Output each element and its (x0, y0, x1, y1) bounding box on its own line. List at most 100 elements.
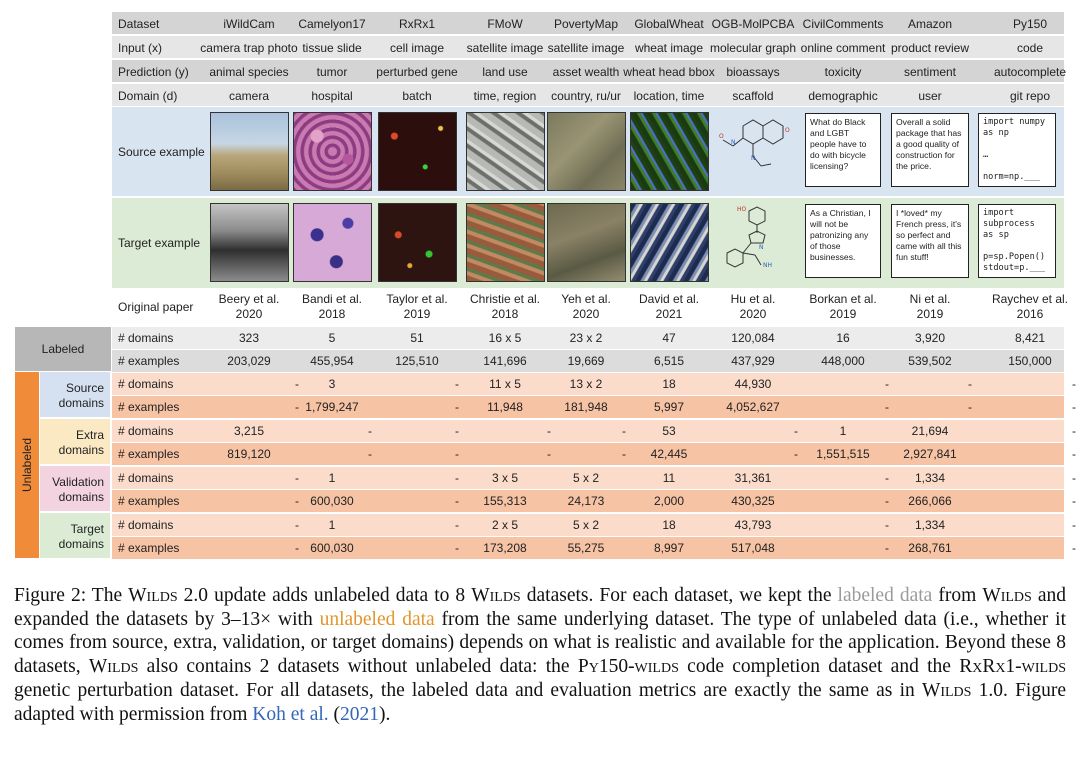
stats-cell: 53 (662, 424, 676, 438)
stats-row-label: # domains (118, 377, 174, 391)
stats-cell: - (794, 424, 798, 438)
stats-cell: 44,930 (734, 377, 772, 391)
caption-text: ( (328, 703, 341, 725)
stats-cell: 125,510 (395, 354, 439, 368)
stats-cell: 21,694 (911, 424, 949, 438)
target-example-image (293, 203, 372, 282)
source-example-image (378, 112, 457, 191)
stats-cell: 16 (836, 331, 850, 345)
stats-cell: 1,799,247 (305, 400, 359, 414)
target-comment-box: As a Christian, I will not be patronizin… (805, 204, 881, 278)
stats-cell: 268,761 (908, 541, 952, 555)
stats-cell: 8,997 (653, 541, 685, 555)
header-cell: RxRx1 (398, 17, 435, 31)
stats-cell: - (1072, 447, 1076, 461)
stats-cell: - (968, 377, 972, 391)
stats-cell: 18 (662, 518, 676, 532)
stats-cell: - (622, 447, 626, 461)
header-cell: user (918, 89, 942, 103)
paper-cell: 2020 (739, 307, 767, 321)
stats-cell: 539,502 (908, 354, 952, 368)
header-cell: satellite image (547, 41, 625, 55)
stats-cell: - (1072, 471, 1076, 485)
header-cell: satellite image (466, 41, 544, 55)
caption-text: ). (379, 703, 391, 725)
stats-cell: 2,000 (653, 494, 685, 508)
header-row-label: Dataset (118, 17, 160, 31)
paper-cell: Hu et al. (730, 292, 776, 306)
header-cell: asset wealth (552, 65, 620, 79)
stats-row-band (112, 420, 1064, 442)
header-row-label: Input (x) (118, 41, 163, 55)
stats-cell: - (295, 494, 299, 508)
svg-text:N: N (759, 244, 764, 251)
paper-cell: Bandi et al. (301, 292, 363, 306)
source-code-box: import numpy as np … norm=np.___ (978, 113, 1056, 187)
stats-row-label: # examples (118, 541, 180, 555)
paper-cell: David et al. (638, 292, 700, 306)
stats-cell: 181,948 (564, 400, 608, 414)
stats-cell: 55,275 (567, 541, 605, 555)
caption-wilds: Wilds (128, 585, 178, 606)
svg-text:O: O (785, 127, 790, 134)
header-cell: hospital (311, 89, 353, 103)
stats-cell: - (455, 471, 459, 485)
extra-side-label-1: Extra (75, 428, 104, 442)
stats-row-band (112, 373, 1064, 395)
stats-row-label: # examples (118, 354, 180, 368)
header-cell: demographic (808, 89, 878, 103)
paper-cell: 2019 (403, 307, 431, 321)
stats-cell: - (1072, 541, 1076, 555)
target-example-image (378, 203, 457, 282)
stats-cell: - (295, 377, 299, 391)
stats-cell: - (455, 424, 459, 438)
caption-text: datasets. For each dataset, we kept the (520, 585, 838, 606)
source-example-image (293, 112, 372, 191)
stats-cell: - (1072, 400, 1076, 414)
source-side-label-2: domains (58, 396, 104, 410)
caption-unlabeled-data: unlabeled data (319, 608, 435, 630)
stats-cell: 600,030 (310, 541, 354, 555)
paper-cell: 2016 (1016, 307, 1044, 321)
stats-cell: 448,000 (821, 354, 865, 368)
stats-cell: 150,000 (1008, 354, 1052, 368)
caption-rxrx1: RxRx1-wilds (959, 656, 1067, 678)
stats-row-label: # domains (118, 471, 174, 485)
stats-row-band (112, 467, 1064, 489)
stats-cell: 455,954 (310, 354, 354, 368)
target-side-label-1: Target (70, 522, 104, 536)
stats-cell: - (1072, 518, 1076, 532)
source-comment-box: What do Black and LGBT people have to do… (805, 113, 881, 187)
caption-citation-link[interactable]: Koh et al. (252, 703, 329, 725)
header-cell: animal species (209, 65, 289, 79)
caption-citation-year[interactable]: 2021 (340, 703, 380, 725)
stats-cell: 5 (328, 331, 336, 345)
header-cell: tumor (316, 65, 348, 79)
stats-cell: - (547, 447, 551, 461)
paper-cell: 2018 (491, 307, 519, 321)
stats-cell: 19,669 (567, 354, 605, 368)
stats-cell: - (968, 400, 972, 414)
stats-cell: - (885, 494, 889, 508)
svg-text:O: O (719, 133, 724, 140)
caption-text: from (932, 585, 983, 606)
stats-cell: - (455, 541, 459, 555)
stats-row-label: # examples (118, 400, 180, 414)
header-band-input (112, 36, 1064, 58)
stats-cell: 437,929 (731, 354, 775, 368)
target-review-box: I *loved* my French press, it's so perfe… (891, 204, 969, 278)
stats-row-band (112, 327, 1064, 349)
paper-cell: 2020 (235, 307, 263, 321)
header-cell: git repo (1009, 89, 1051, 103)
stats-cell: - (455, 400, 459, 414)
paper-band (112, 289, 1064, 326)
source-example-image (466, 112, 545, 191)
header-cell: code (1016, 41, 1044, 55)
paper-cell: Borkan et al. (809, 292, 877, 306)
stats-cell: - (1072, 494, 1076, 508)
header-cell: land use (482, 65, 528, 79)
header-cell: CivilComments (802, 17, 884, 31)
paper-cell: Christie et al. (469, 292, 541, 306)
stats-row-band (112, 350, 1064, 372)
stats-cell: 155,313 (483, 494, 527, 508)
